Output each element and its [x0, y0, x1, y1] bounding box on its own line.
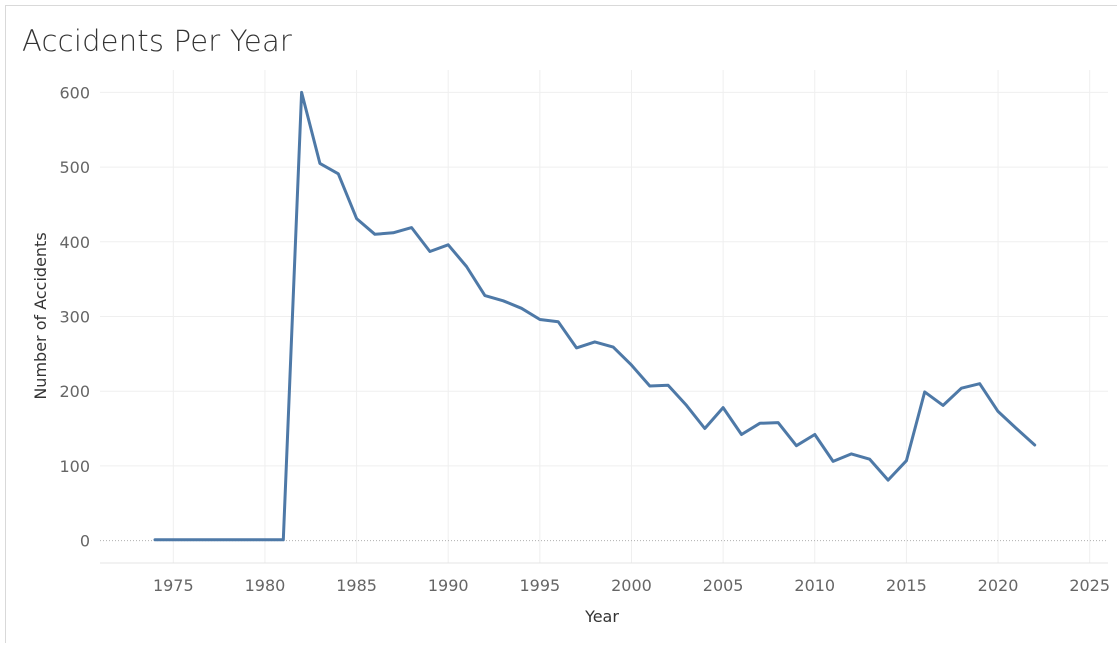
y-axis-label: Number of Accidents: [31, 232, 50, 399]
y-tick-label: 500: [59, 158, 90, 177]
x-tick-label: 1975: [153, 576, 194, 595]
x-axis-label: Year: [584, 607, 619, 626]
grid-lines: [100, 70, 1108, 564]
y-axis-ticks: 0 100 200 300 400 500 600: [59, 83, 90, 550]
y-tick-label: 0: [80, 532, 90, 551]
y-tick-label: 300: [59, 308, 90, 327]
y-tick-label: 200: [59, 382, 90, 401]
x-tick-label: 2015: [886, 576, 927, 595]
x-axis-ticks: 1975 1980 1985 1990 1995 2000 2005 2010 2015 2020…: [153, 576, 1110, 595]
x-tick-label: 2010: [794, 576, 835, 595]
y-tick-label: 600: [59, 83, 90, 102]
x-tick-label: 1990: [428, 576, 469, 595]
x-tick-label: 1995: [519, 576, 560, 595]
x-tick-label: 2020: [978, 576, 1019, 595]
series-line: [153, 90, 1037, 542]
x-tick-label: 1980: [245, 576, 286, 595]
series-group: [153, 90, 1037, 542]
chart-frame: [5, 5, 1117, 643]
x-tick-label: 1985: [336, 576, 377, 595]
x-tick-label: 2000: [611, 576, 652, 595]
x-tick-label: 2005: [703, 576, 744, 595]
chart-title: Accidents Per Year: [22, 24, 293, 58]
y-tick-label: 400: [59, 233, 90, 252]
y-tick-label: 100: [59, 457, 90, 476]
x-tick-label: 2025: [1069, 576, 1110, 595]
